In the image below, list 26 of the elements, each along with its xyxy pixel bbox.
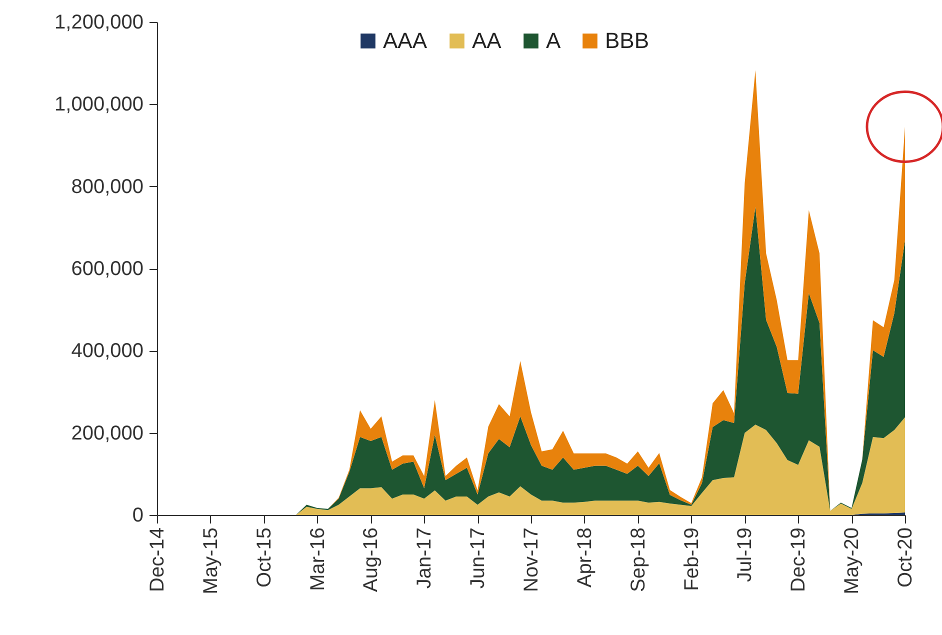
legend-label: AA bbox=[472, 28, 502, 53]
x-tick-label: Dec-14 bbox=[146, 528, 168, 592]
x-tick-label: May-20 bbox=[841, 528, 864, 594]
x-tick-label: Jun-17 bbox=[467, 528, 490, 589]
y-tick-label: 1,200,000 bbox=[54, 12, 144, 34]
x-tick-label: Feb-19 bbox=[680, 528, 703, 591]
x-tick-label: Oct-20 bbox=[894, 528, 916, 588]
x-tick-label: Oct-15 bbox=[253, 528, 276, 588]
y-tick-label: 200,000 bbox=[71, 422, 144, 444]
x-tick-label: Sep-18 bbox=[627, 528, 650, 592]
x-tick-label: Dec-19 bbox=[788, 528, 810, 592]
x-tick-label: Apr-18 bbox=[574, 528, 596, 588]
x-tick-label: Jan-17 bbox=[414, 528, 436, 589]
y-tick-label: 0 bbox=[132, 504, 144, 526]
x-tick-label: Mar-16 bbox=[306, 528, 329, 591]
x-tick-label: Nov-17 bbox=[520, 528, 542, 592]
legend-label: AAA bbox=[383, 28, 428, 53]
y-tick-label: 600,000 bbox=[71, 258, 144, 280]
x-tick-label: Aug-16 bbox=[360, 528, 382, 592]
y-tick-label: 1,000,000 bbox=[54, 94, 144, 116]
legend-label: BBB bbox=[605, 28, 650, 53]
y-tick-label: 800,000 bbox=[71, 176, 144, 198]
x-tick-label: Jul-19 bbox=[734, 528, 756, 582]
legend-label: A bbox=[546, 28, 561, 53]
y-tick-label: 400,000 bbox=[71, 340, 144, 362]
x-tick-label: May-15 bbox=[200, 528, 222, 594]
